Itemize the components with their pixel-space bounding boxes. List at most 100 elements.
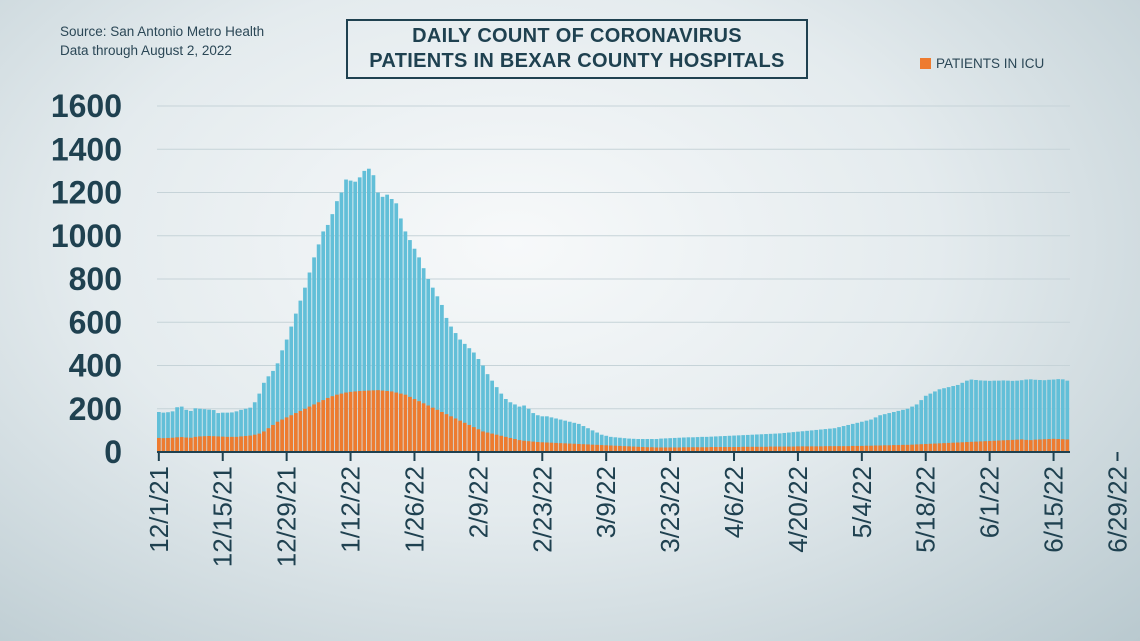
- bar-total-patients: [631, 438, 636, 452]
- bar-total-patients: [951, 386, 956, 452]
- x-tick-label: 3/9/22: [591, 466, 621, 538]
- bar-icu-patients: [503, 436, 508, 452]
- bar-icu-patients: [540, 442, 545, 452]
- bar-icu-patients: [1010, 439, 1015, 452]
- bar-total-patients: [344, 179, 348, 452]
- bar-icu-patients: [316, 402, 321, 452]
- bar-total-patients: [590, 430, 595, 453]
- bar-total-patients: [252, 402, 257, 452]
- bar-icu-patients: [882, 445, 887, 452]
- bar-icu-patients: [928, 443, 933, 452]
- bar-icu-patients: [800, 446, 805, 452]
- bar-total-patients: [604, 435, 609, 452]
- bar-total-patients: [786, 432, 791, 452]
- bar-icu-patients: [910, 444, 914, 452]
- bar-total-patients: [668, 438, 673, 452]
- bar-total-patients: [490, 380, 494, 452]
- bar-icu-patients: [211, 436, 216, 452]
- bar-total-patients: [723, 436, 727, 452]
- bar-icu-patients: [951, 442, 956, 452]
- bar-icu-patients: [969, 441, 974, 452]
- bar-total-patients: [677, 437, 682, 452]
- y-tick-label: 200: [69, 391, 122, 427]
- bar-icu-patients: [613, 445, 618, 452]
- bar-total-patients: [905, 408, 910, 452]
- bar-total-patients: [225, 412, 230, 452]
- bar-total-patients: [850, 423, 855, 452]
- bar-icu-patients: [394, 392, 399, 452]
- bar-total-patients: [535, 415, 540, 452]
- bar-total-patients: [828, 428, 832, 452]
- bar-icu-patients: [718, 447, 723, 452]
- bar-total-patients: [353, 181, 358, 452]
- bar-icu-patients: [914, 444, 919, 452]
- bar-icu-patients: [298, 410, 303, 452]
- bar-total-patients: [476, 359, 481, 452]
- bar-icu-patients: [508, 437, 513, 452]
- bar-icu-patients: [590, 444, 595, 452]
- bar-icu-patients: [764, 446, 768, 452]
- bar-total-patients: [161, 412, 166, 452]
- bar-icu-patients: [284, 417, 289, 452]
- bar-total-patients: [389, 198, 394, 452]
- bar-icu-patients: [380, 390, 385, 452]
- bar-icu-patients: [398, 393, 403, 452]
- bar-total-patients: [298, 300, 303, 453]
- bar-icu-patients: [517, 440, 522, 452]
- bar-total-patients: [773, 433, 778, 452]
- bar-icu-patients: [535, 442, 540, 452]
- bar-total-patients: [503, 399, 508, 452]
- bar-icu-patients: [513, 439, 517, 452]
- bar-total-patients: [809, 430, 814, 453]
- bar-icu-patients: [225, 436, 230, 452]
- bar-total-patients: [421, 268, 426, 452]
- bar-total-patients: [933, 391, 937, 452]
- bar-total-patients: [202, 409, 207, 452]
- bar-total-patients: [435, 296, 440, 452]
- bar-icu-patients: [727, 447, 732, 452]
- bar-total-patients: [1033, 379, 1038, 452]
- bar-icu-patients: [654, 447, 659, 452]
- bar-icu-patients: [974, 441, 978, 452]
- bar-icu-patients: [421, 403, 426, 452]
- legend: PATIENTS IN ICU: [920, 56, 1044, 71]
- bar-icu-patients: [467, 424, 472, 452]
- bar-icu-patients: [1006, 440, 1010, 452]
- bar-total-patients: [471, 352, 476, 452]
- bar-icu-patients: [736, 447, 741, 452]
- bar-total-patients: [659, 438, 663, 452]
- bar-icu-patients: [1028, 440, 1033, 452]
- bar-icu-patients: [677, 447, 682, 452]
- y-tick-label: 400: [69, 348, 122, 384]
- bar-icu-patients: [449, 416, 453, 452]
- bar-icu-patients: [983, 441, 988, 452]
- bar-icu-patients: [636, 446, 641, 452]
- bar-total-patients: [531, 413, 536, 452]
- source-line: Source: San Antonio Metro Health: [60, 24, 265, 39]
- bar-total-patients: [257, 393, 262, 452]
- bar-icu-patients: [1047, 439, 1051, 452]
- bar-icu-patients: [220, 436, 225, 452]
- bar-total-patients: [335, 201, 339, 452]
- bar-total-patients: [321, 231, 326, 452]
- bar-total-patients: [942, 388, 946, 452]
- bar-icu-patients: [339, 393, 344, 452]
- bar-total-patients: [1028, 379, 1033, 452]
- bar-total-patients: [663, 438, 668, 452]
- bar-total-patients: [198, 408, 202, 452]
- bar-icu-patients: [645, 447, 650, 452]
- bar-icu-patients: [595, 444, 599, 452]
- bar-icu-patients: [942, 443, 946, 452]
- bar-total-patients: [983, 380, 988, 452]
- bar-icu-patients: [1038, 439, 1042, 452]
- bar-icu-patients: [796, 446, 800, 452]
- bar-total-patients: [901, 409, 905, 452]
- bar-total-patients: [805, 430, 809, 452]
- bar-icu-patients: [1065, 439, 1070, 452]
- bar-total-patients: [782, 432, 787, 452]
- bar-icu-patients: [814, 446, 819, 452]
- bar-icu-patients: [563, 443, 568, 452]
- bar-total-patients: [586, 428, 590, 452]
- bar-icu-patients: [996, 440, 1001, 452]
- bar-icu-patients: [846, 446, 851, 452]
